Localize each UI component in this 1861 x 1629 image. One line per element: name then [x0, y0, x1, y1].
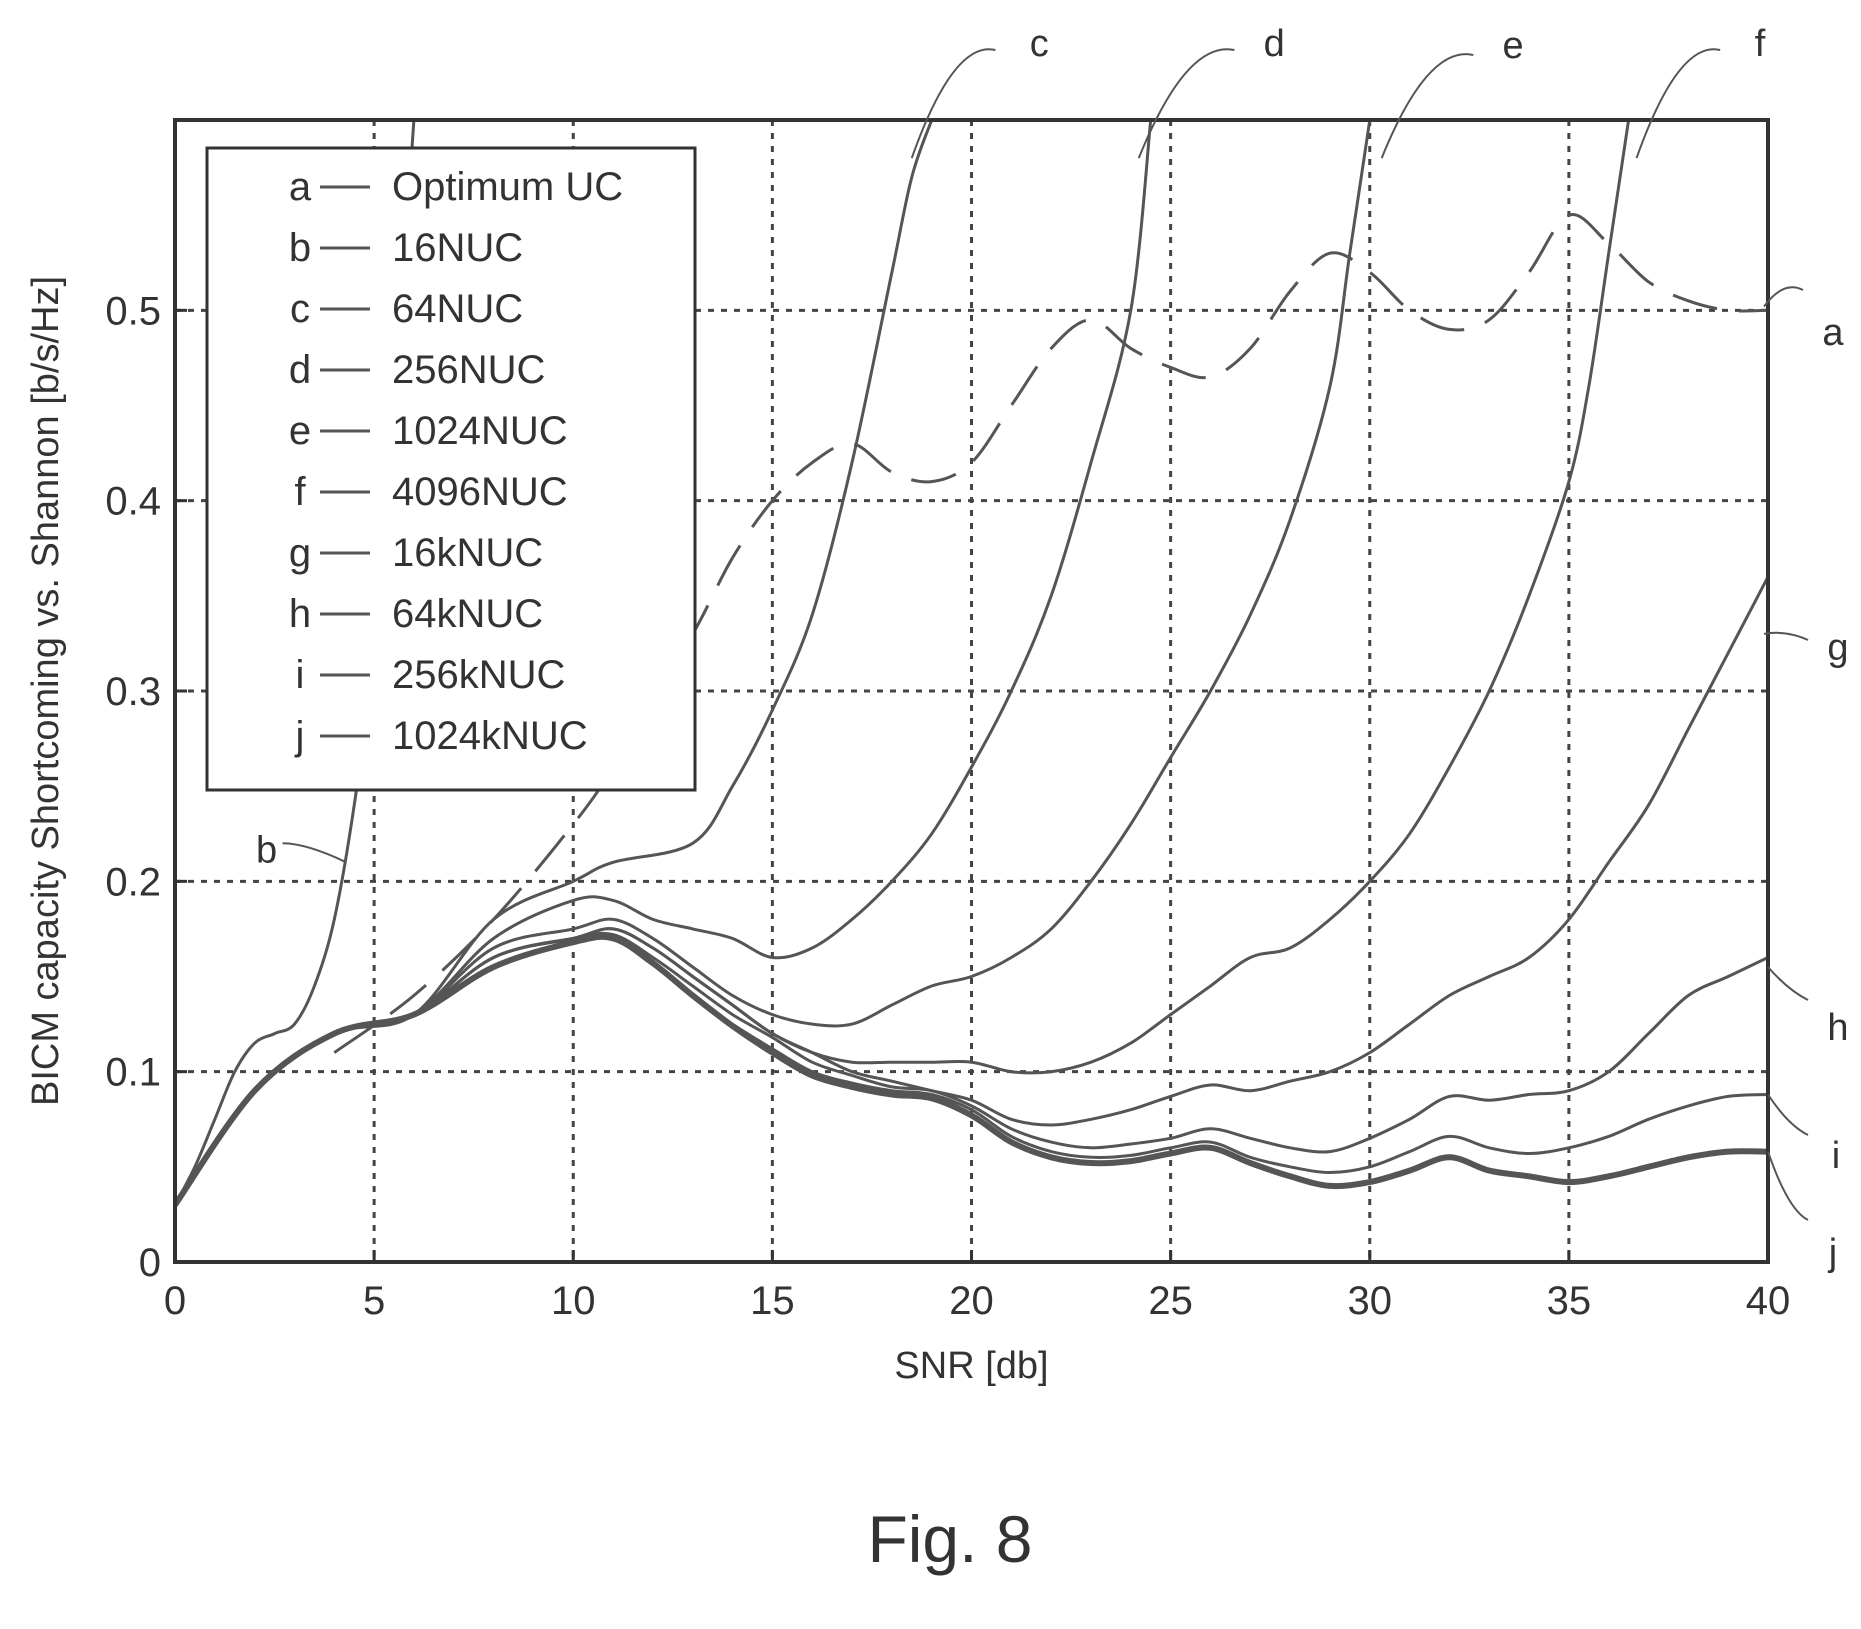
curve-label-j: j: [1828, 1232, 1837, 1274]
y-tick-label: 0.2: [105, 860, 161, 904]
legend-label: 4096NUC: [392, 470, 568, 514]
y-tick-label: 0.4: [105, 480, 161, 524]
legend-item-i: i 256kNUC: [296, 653, 566, 697]
legend-letter: j: [295, 714, 305, 758]
legend-label: Optimum UC: [392, 165, 623, 209]
curve-label-g: g: [1827, 627, 1848, 669]
legend-item-e: e 1024NUC: [289, 409, 568, 453]
curve-leader-b: [282, 842, 347, 864]
legend-letter: i: [296, 653, 305, 697]
series-lines: [175, 120, 1768, 1207]
y-axis-title: BICM capacity Shortcoming vs. Shannon [b…: [25, 276, 67, 1106]
curve-label-i: i: [1832, 1135, 1840, 1177]
legend-item-a: a Optimum UC: [289, 165, 623, 209]
figure-caption: Fig. 8: [867, 1502, 1032, 1576]
x-tick-label: 10: [551, 1279, 596, 1323]
x-tick-label: 25: [1148, 1279, 1193, 1323]
curve-leader-c: [910, 48, 996, 159]
curve-label-d: d: [1264, 23, 1285, 65]
legend-label: 256NUC: [392, 348, 545, 392]
legend-item-d: d 256NUC: [289, 348, 546, 392]
curve-leader-j: [1767, 1151, 1809, 1221]
curve-leader-a: [1763, 286, 1804, 308]
legend-letter: b: [289, 226, 311, 270]
legend-item-f: f 4096NUC: [294, 470, 567, 514]
legend-item-g: g 16kNUC: [289, 531, 543, 575]
legend-item-h: h 64kNUC: [289, 592, 543, 636]
x-tick-label: 15: [750, 1279, 795, 1323]
legend-label: 16NUC: [392, 226, 523, 270]
legend-items: a Optimum UC b 16NUC c 64NUC d 256NUC e 1024NUC f 4…: [289, 165, 623, 758]
curve-label-e: e: [1503, 25, 1524, 67]
y-tick-label: 0.1: [105, 1051, 161, 1095]
legend-label: 1024NUC: [392, 409, 568, 453]
legend-letter: c: [290, 287, 310, 331]
x-tick-label: 0: [164, 1279, 186, 1323]
legend-label: 16kNUC: [392, 531, 543, 575]
legend-item-c: c 64NUC: [290, 287, 523, 331]
series-line-a: [333, 213, 1768, 1054]
x-tick-label: 5: [363, 1279, 385, 1323]
legend-letter: f: [294, 470, 306, 514]
legend-label: 1024kNUC: [392, 714, 588, 758]
x-tick-label: 30: [1348, 1279, 1393, 1323]
curve-leader-e: [1380, 53, 1474, 159]
curve-leader-d: [1137, 48, 1235, 159]
legend-box: [205, 146, 697, 792]
legend-letter: h: [289, 592, 311, 636]
curve-leader-h: [1767, 966, 1809, 1001]
y-tick-label: 0: [139, 1241, 161, 1285]
legend-letter: d: [289, 348, 311, 392]
series-line-j: [175, 933, 1768, 1207]
axis-ticks: 0 5 10 15 20 25 30 35 40 0 0.1 0.2 0.3 0.4 0.5: [105, 289, 1790, 1323]
curve-leader-g: [1763, 631, 1809, 641]
curve-label-h: h: [1827, 1007, 1848, 1049]
x-tick-label: 40: [1746, 1279, 1791, 1323]
x-axis-title: SNR [db]: [894, 1345, 1048, 1387]
legend-item-j: j 1024kNUC: [295, 714, 588, 758]
x-tick-label: 35: [1547, 1279, 1592, 1323]
curve-label-f: f: [1755, 23, 1766, 65]
legend-letter: g: [289, 531, 311, 575]
curve-label-c: c: [1030, 23, 1049, 65]
series-line-e: [175, 120, 1372, 1206]
legend-label: 64NUC: [392, 287, 523, 331]
legend-letter: e: [289, 409, 311, 453]
curve-label-b: b: [256, 829, 277, 871]
curve-leader-f: [1635, 48, 1721, 159]
legend-letter: a: [289, 165, 312, 209]
y-tick-label: 0.3: [105, 670, 161, 714]
y-tick-label: 0.5: [105, 289, 161, 333]
legend-label: 64kNUC: [392, 592, 543, 636]
curve-label-a: a: [1822, 312, 1844, 354]
legend: a Optimum UC b 16NUC c 64NUC d 256NUC e 1024NUC f 4…: [205, 146, 697, 792]
x-tick-label: 20: [949, 1279, 994, 1323]
series-line-h: [175, 931, 1768, 1206]
curve-leader-i: [1767, 1093, 1809, 1136]
legend-item-b: b 16NUC: [289, 226, 523, 270]
legend-label: 256kNUC: [392, 653, 565, 697]
